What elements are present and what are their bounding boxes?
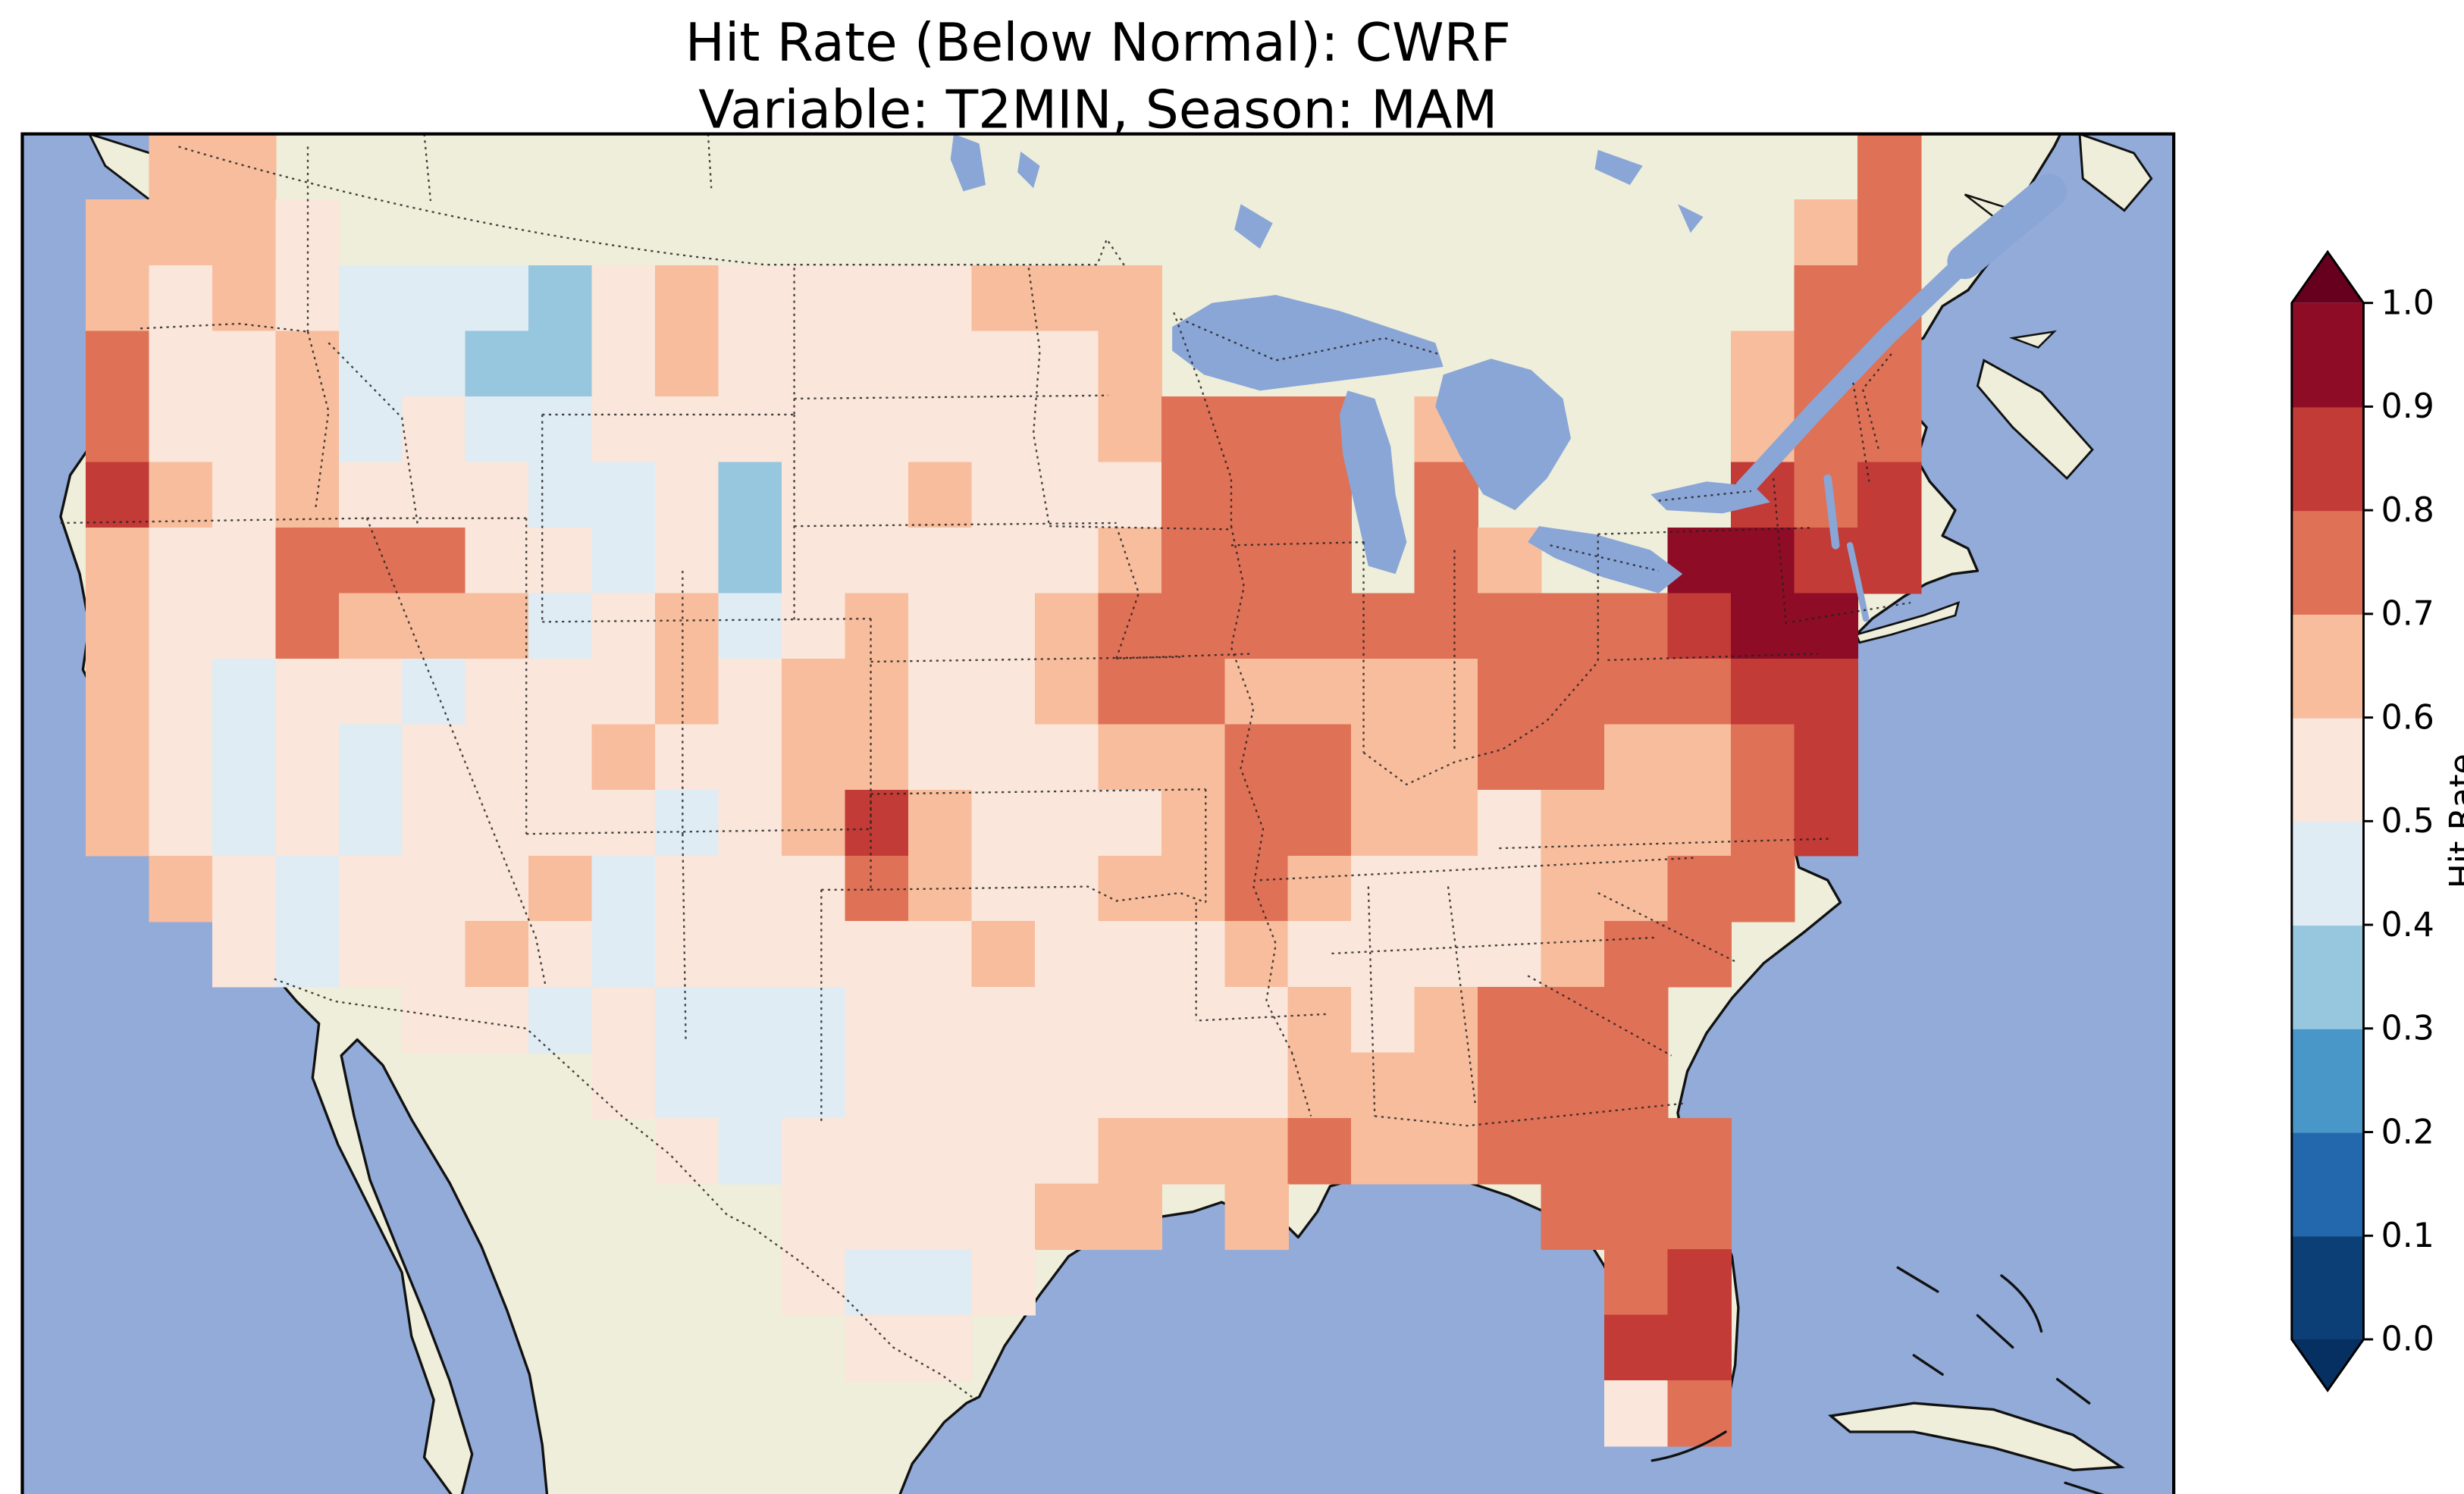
colorbar-tick-label: 0.1 <box>2381 1217 2434 1255</box>
lake-winnipeg <box>950 133 986 192</box>
florida-keys <box>1651 1430 1727 1462</box>
lake-erie <box>1528 526 1683 594</box>
colorbar-tick-label: 1.0 <box>2381 283 2434 322</box>
colorbar-tick-label: 0.2 <box>2381 1113 2434 1151</box>
heatmap-cells <box>85 133 1922 1447</box>
lakes <box>950 133 1770 594</box>
long-island <box>1854 600 1961 644</box>
canadian-lake-1 <box>1594 149 1643 186</box>
canadian-lake-2 <box>1677 204 1704 233</box>
map-frame <box>20 132 2176 1494</box>
newfoundland <box>2078 133 2153 212</box>
bahamas-2 <box>1976 1314 2014 1349</box>
title-line2: Variable: T2MIN, Season: MAM <box>698 78 1498 141</box>
colorbar-tick-label: 0.6 <box>2381 698 2434 737</box>
colorbar-tick-label: 0.4 <box>2381 906 2434 944</box>
bahamas-4 <box>2000 1274 2043 1333</box>
islet-2 <box>2064 1481 2105 1494</box>
colorbar-tick-label: 0.0 <box>2381 1320 2434 1359</box>
prince-edward-island <box>2008 330 2058 349</box>
lake-huron <box>1435 359 1572 511</box>
small-islands <box>1651 1266 2105 1494</box>
colorbar-tick-label: 0.5 <box>2381 802 2434 841</box>
colorbar-tick-label: 0.9 <box>2381 387 2434 426</box>
cuba <box>1827 1402 2125 1472</box>
islet-1 <box>2055 1377 2091 1405</box>
lake-superior <box>1172 295 1444 391</box>
lake-michigan <box>1339 390 1407 575</box>
lake-nipigon <box>1234 204 1273 249</box>
bahamas-3 <box>1912 1354 1944 1376</box>
nova-scotia <box>1976 359 2094 481</box>
bahamas-1 <box>1896 1266 1939 1293</box>
colorbar-label: Hit Rate <box>2443 753 2464 889</box>
state-borders <box>60 133 1911 1401</box>
colorbar-tick-label: 0.8 <box>2381 491 2434 530</box>
colorbar: 0.0 0.1 0.2 0.3 0.4 0.5 0.6 0.7 0.8 0.9 1.0 <box>2290 249 2434 1392</box>
figure-title: Hit Rate (Below Normal): CWRF Variable: … <box>22 10 2174 145</box>
lake-manitoba <box>1017 151 1040 189</box>
st-lawrence-river <box>1735 174 2067 622</box>
colorbar-tick-label: 0.7 <box>2381 595 2434 634</box>
colorbar-tick-label: 0.3 <box>2381 1010 2434 1048</box>
title-line1: Hit Rate (Below Normal): CWRF <box>685 11 1511 74</box>
